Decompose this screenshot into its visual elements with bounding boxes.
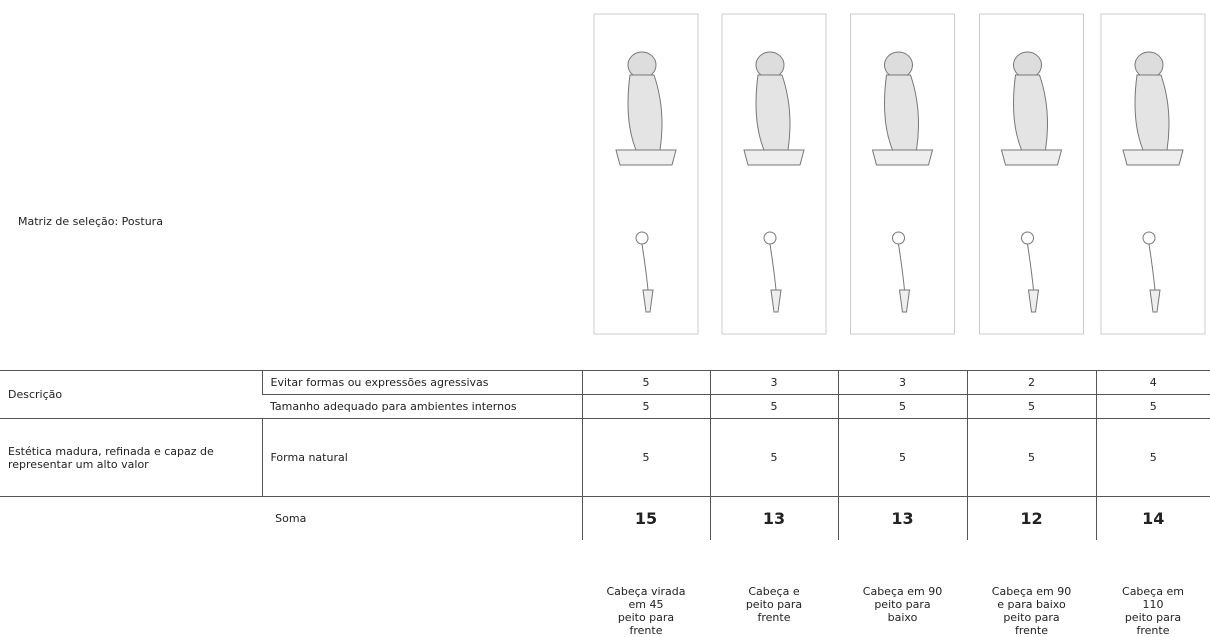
caption-line: Cabeça e peito para frente [745,585,803,624]
owl-head [627,51,657,79]
sketch-frame [721,13,827,335]
score-cell: 5 [1095,418,1210,497]
pose-spine [1148,243,1156,291]
score-cell: 3 [837,370,967,395]
pose-spine [898,243,905,291]
sum-row: Soma 15 13 13 12 14 [0,496,1210,540]
score-cell: 5 [966,394,1096,419]
pose-tail [898,289,911,313]
pose-head [1021,231,1034,245]
owl-base [1000,149,1063,166]
owl-base [615,149,677,166]
score-cell: 2 [966,370,1096,395]
pose-tail [770,289,782,313]
owl-body [884,74,919,151]
owl-base [1122,149,1184,166]
score-cell: 5 [581,370,710,395]
criterion-cell: Evitar formas ou expressões agressivas [261,370,582,395]
owl-body [1134,74,1170,151]
owl-sketch [850,13,955,335]
sketch-frame [593,13,699,335]
sum-cell: 13 [837,496,967,540]
owl-sketch [1100,13,1206,335]
caption: Cabeça virada em 45 peito para frente [582,585,710,637]
sketch-frame [850,13,955,335]
score-cell: 5 [966,418,1096,497]
pose-head [635,231,649,245]
owl-base [743,149,805,166]
owl-body [1013,74,1048,151]
score-cell: 5 [581,394,710,419]
owl-head [884,51,913,79]
pose-head [763,231,777,245]
pose-spine [769,243,777,291]
pose-spine [1027,243,1034,291]
caption-line: peito para frente [617,611,675,637]
table-row: Estética madura, refinada e capaz de rep… [0,418,1210,497]
owl-sketch [593,13,699,335]
sum-label: Soma [0,496,582,540]
pose-tail [642,289,654,313]
owl-sketch [979,13,1084,335]
caption-line: peito para frente [1124,611,1182,637]
pose-head [1142,231,1156,245]
score-cell: 5 [837,418,967,497]
sketch-frame [1100,13,1206,335]
owl-body [627,74,663,151]
pose-head [892,231,905,245]
score-cell: 5 [709,418,838,497]
caption-line: Cabeça em 110 [1122,585,1184,611]
sum-cell: 12 [966,496,1096,540]
pose-tail [1027,289,1040,313]
caption-line: Cabeça virada em 45 [606,585,686,611]
caption: Cabeça em 90 peito para baixo [838,585,967,624]
table-row: Descrição Evitar formas ou expressões agr… [0,370,1210,419]
caption-line: Cabeça em 90 e para baixo [991,585,1072,611]
sum-cell: 14 [1095,496,1210,540]
score-cell: 3 [709,370,838,395]
pose-tail [1149,289,1161,313]
sketch-frame [979,13,1084,335]
score-cell: 5 [709,394,838,419]
caption-line: peito para frente [1003,611,1060,637]
caption: Cabeça em 110 peito para frente [1096,585,1210,637]
group-cell: Descrição [0,370,262,419]
sketches [593,13,1206,335]
caption-line: Cabeça em 90 [862,585,943,598]
sum-cell: 13 [709,496,838,540]
owl-base [871,149,934,166]
group-cell: Estética madura, refinada e capaz de rep… [0,418,262,497]
score-cell: 5 [581,418,710,497]
caption: Cabeça em 90 e para baixo peito para fren… [967,585,1096,637]
matrix-title: Matriz de seleção: Postura [18,215,163,228]
caption: Cabeça e peito para frente [710,585,838,624]
owl-head [1134,51,1164,79]
score-cell: 5 [1095,394,1210,419]
owl-head [1013,51,1042,79]
pose-spine [641,243,649,291]
criterion-cell: Tamanho adequado para ambientes internos [262,394,582,419]
owl-sketch [721,13,827,335]
score-cell: 5 [837,394,967,419]
sum-cell: 15 [581,496,710,540]
criterion-cell: Forma natural [261,418,582,497]
selection-table: Descrição Evitar formas ou expressões agr… [0,370,1210,540]
score-cell: 4 [1095,370,1210,395]
caption-line: peito para baixo [874,598,931,624]
owl-body [755,74,791,151]
owl-head [755,51,785,79]
